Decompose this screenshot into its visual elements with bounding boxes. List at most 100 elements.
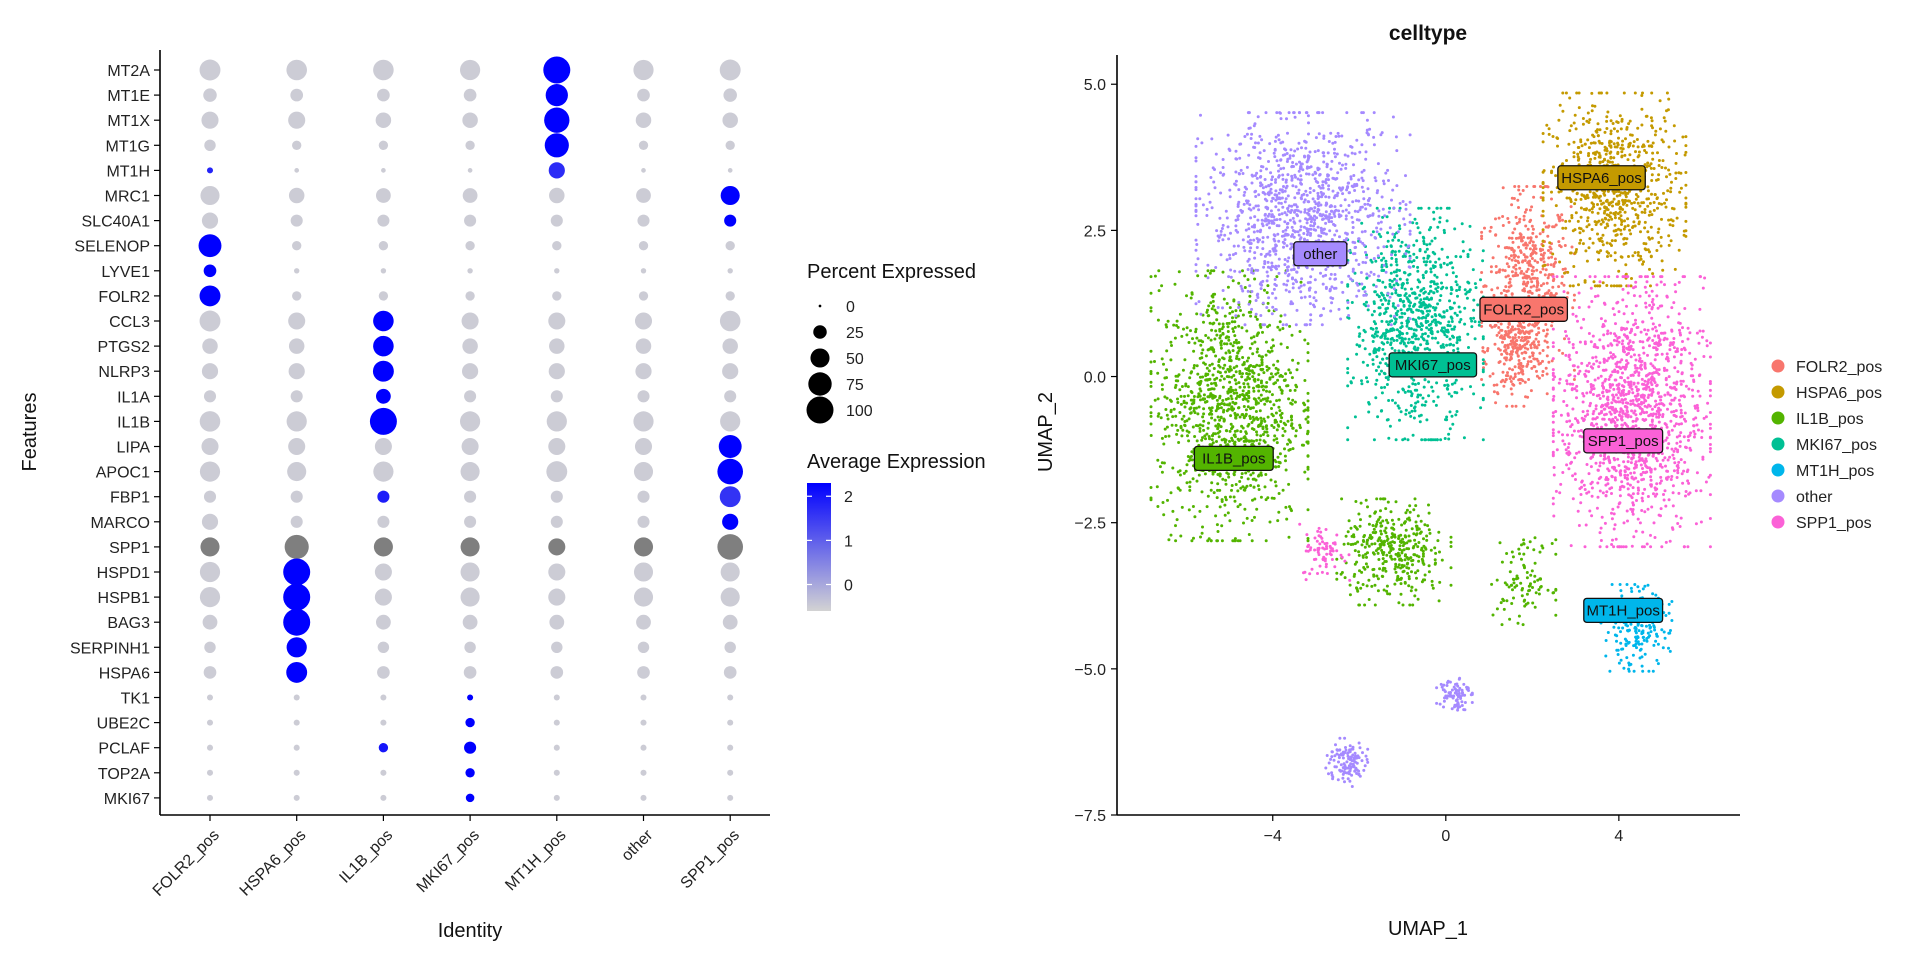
umap-point-FOLR2_pos <box>1491 256 1495 260</box>
umap-point-HSPA6_pos <box>1673 139 1677 143</box>
dot-HSPB1-SPP1_pos <box>720 587 740 607</box>
umap-point-MKI67_pos <box>1349 381 1353 385</box>
umap-point-IL1B_pos <box>1215 523 1219 527</box>
umap-point-other <box>1262 265 1266 269</box>
umap-point-other <box>1383 214 1387 218</box>
umap-point-other <box>1404 174 1407 178</box>
umap-point-HSPA6_pos <box>1648 201 1652 205</box>
umap-point-IL1B_pos <box>1438 550 1441 554</box>
umap-point-MT1H_pos <box>1641 636 1645 639</box>
umap-point-HSPA6_pos <box>1541 214 1545 218</box>
umap-point-FOLR2_pos <box>1537 288 1541 292</box>
umap-point-MT1H_pos <box>1624 623 1628 627</box>
umap-point-HSPA6_pos <box>1623 210 1627 214</box>
umap-point-FOLR2_pos <box>1508 367 1512 371</box>
umap-point-IL1B_pos <box>1228 355 1232 359</box>
umap-point-FOLR2_pos <box>1531 231 1535 235</box>
umap-point-other <box>1291 161 1295 164</box>
umap-point-IL1B_pos <box>1244 486 1247 490</box>
umap-point-IL1B_pos <box>1440 558 1444 562</box>
umap-point-FOLR2_pos <box>1566 291 1570 295</box>
umap-point-other <box>1281 323 1285 327</box>
dotplot-ytick-label: NLRP3 <box>98 364 150 381</box>
umap-point-FOLR2_pos <box>1531 244 1535 247</box>
umap-point-IL1B_pos <box>1177 270 1181 274</box>
umap-point-MKI67_pos <box>1419 298 1423 302</box>
umap-point-FOLR2_pos <box>1524 246 1528 250</box>
umap-point-HSPA6_pos <box>1684 144 1688 148</box>
umap-point-MKI67_pos <box>1384 362 1388 366</box>
umap-point-HSPA6_pos <box>1559 189 1563 193</box>
umap-point-other <box>1224 209 1228 213</box>
umap-point-HSPA6_pos <box>1579 138 1583 142</box>
umap-point-IL1B_pos <box>1245 329 1249 333</box>
umap-point-FOLR2_pos <box>1522 235 1526 239</box>
umap-point-HSPA6_pos <box>1640 210 1644 214</box>
umap-point-MKI67_pos <box>1452 301 1456 305</box>
umap-point-IL1B_pos <box>1205 505 1209 509</box>
umap-point-IL1B_pos <box>1258 409 1262 413</box>
umap-point-MKI67_pos <box>1393 253 1397 257</box>
umap-point-HSPA6_pos <box>1631 254 1635 258</box>
umap-point-IL1B_pos <box>1156 505 1160 508</box>
umap-point-HSPA6_pos <box>1581 229 1585 233</box>
umap-point-IL1B_pos <box>1256 378 1260 382</box>
umap-point-MKI67_pos <box>1393 250 1397 254</box>
umap-point-MT1H_pos <box>1649 630 1653 634</box>
umap-point-MT1H_pos <box>1634 626 1638 630</box>
umap-point-IL1B_pos <box>1248 417 1252 420</box>
umap-point-IL1B_pos <box>1271 375 1275 379</box>
umap-point-IL1B_pos <box>1268 400 1272 404</box>
umap-point-IL1B_pos <box>1414 571 1417 575</box>
umap-point-IL1B_pos <box>1499 601 1503 605</box>
umap-point-MKI67_pos <box>1386 378 1390 381</box>
umap-point-FOLR2_pos <box>1516 348 1519 352</box>
umap-point-IL1B_pos <box>1502 599 1506 603</box>
umap-point-MKI67_pos <box>1466 332 1470 336</box>
umap-point-MKI67_pos <box>1400 240 1404 244</box>
umap-point-MKI67_pos <box>1427 328 1431 332</box>
umap-point-MKI67_pos <box>1419 206 1423 210</box>
umap-point-IL1B_pos <box>1266 415 1270 419</box>
umap-point-FOLR2_pos <box>1554 260 1557 264</box>
umap-point-IL1B_pos <box>1197 405 1201 409</box>
umap-point-other <box>1316 181 1320 184</box>
umap-point-MKI67_pos <box>1455 341 1459 345</box>
umap-point-MKI67_pos <box>1402 299 1405 303</box>
umap-point-FOLR2_pos <box>1502 289 1506 292</box>
umap-point-IL1B_pos <box>1531 586 1534 589</box>
umap-point-IL1B_pos <box>1409 589 1413 593</box>
umap-point-HSPA6_pos <box>1637 150 1641 154</box>
umap-point-IL1B_pos <box>1554 588 1558 592</box>
umap-point-FOLR2_pos <box>1546 345 1550 349</box>
umap-point-IL1B_pos <box>1421 578 1425 582</box>
umap-point-IL1B_pos <box>1231 279 1235 283</box>
dot-PCLAF-MT1H_pos <box>553 744 560 751</box>
umap-point-HSPA6_pos <box>1541 209 1545 213</box>
umap-point-FOLR2_pos <box>1492 293 1496 297</box>
umap-point-MKI67_pos <box>1346 283 1350 287</box>
umap-point-IL1B_pos <box>1280 391 1284 395</box>
umap-point-other <box>1357 178 1361 182</box>
umap-point-HSPA6_pos <box>1651 272 1655 276</box>
umap-point-IL1B_pos <box>1176 379 1180 383</box>
umap-point-IL1B_pos <box>1378 515 1382 519</box>
dot-FOLR2-FOLR2_pos <box>199 285 221 307</box>
umap-point-other <box>1200 141 1204 145</box>
umap-point-IL1B_pos <box>1191 505 1195 508</box>
umap-point-MKI67_pos <box>1384 259 1388 263</box>
dot-PTGS2-IL1B_pos <box>373 335 394 357</box>
umap-point-MKI67_pos <box>1421 311 1425 315</box>
umap-point-IL1B_pos <box>1302 443 1305 447</box>
umap-point-HSPA6_pos <box>1684 183 1688 187</box>
umap-point-IL1B_pos <box>1374 524 1378 528</box>
umap-point-MKI67_pos <box>1418 280 1422 284</box>
umap-point-HSPA6_pos <box>1593 141 1597 145</box>
umap-point-IL1B_pos <box>1335 571 1339 575</box>
umap-point-HSPA6_pos <box>1588 208 1592 212</box>
umap-point-FOLR2_pos <box>1542 221 1546 225</box>
umap-point-MKI67_pos <box>1434 336 1437 340</box>
umap-point-IL1B_pos <box>1241 356 1245 359</box>
umap-point-IL1B_pos <box>1243 507 1247 511</box>
